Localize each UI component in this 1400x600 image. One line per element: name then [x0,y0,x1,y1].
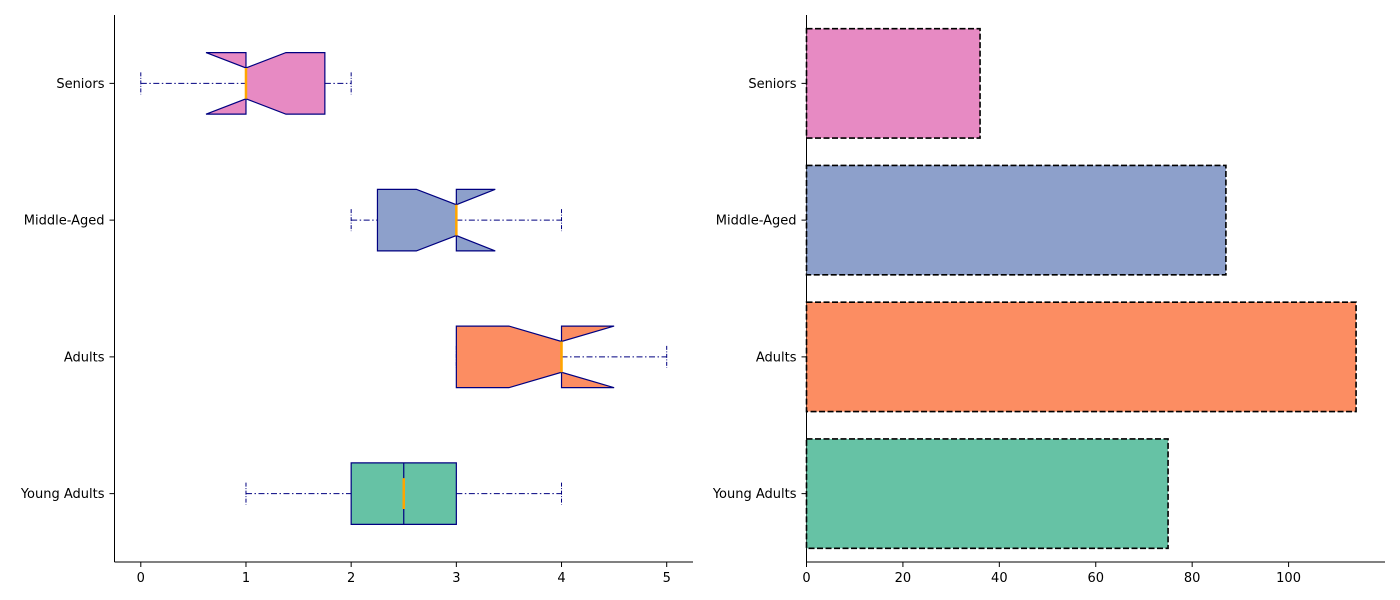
x-tick-label: 3 [452,571,460,586]
x-tick-label: 60 [1087,571,1104,586]
y-tick-label: Middle-Aged [24,214,105,229]
boxplot-chart: 0 1 2 3 4 5 Young Adults Adults Middle-Aged Senio… [20,15,693,586]
box-body [455,325,615,389]
bar-middle-aged: Middle-Aged [716,164,1227,276]
box-young-adults: Young Adults [20,462,563,525]
bar-seniors: Seniors [748,27,981,139]
x-tick-label: 80 [1184,571,1201,586]
x-tick-label: 0 [802,571,810,586]
bar-adults: Adults [756,301,1357,413]
bar [805,301,1357,413]
y-tick-label: Adults [756,350,797,365]
bar [805,164,1227,276]
x-tick-label: 40 [991,571,1008,586]
x-tick-label: 5 [663,571,671,586]
y-tick-label: Young Adults [712,487,797,502]
box-adults: Adults [64,325,668,389]
y-tick-label: Seniors [56,77,104,92]
bar-chart: 0 20 40 60 80 100 Young Adults Adults Middle-Age… [712,15,1385,586]
bar [805,438,1169,550]
x-tick-label: 1 [242,571,250,586]
box-middle-aged: Middle-Aged [24,188,563,252]
y-tick-label: Middle-Aged [716,214,797,229]
x-tick-label: 4 [557,571,565,586]
x-tick-label: 2 [347,571,355,586]
y-tick-label: Seniors [748,77,796,92]
bar-young-adults: Young Adults [712,438,1169,550]
x-tick-label: 100 [1276,571,1301,586]
box-body [205,52,326,115]
x-tick-label: 0 [137,571,145,586]
y-tick-label: Young Adults [20,487,105,502]
box-seniors: Seniors [56,52,352,115]
x-tick-label: 20 [895,571,912,586]
bar [805,27,981,139]
y-tick-label: Adults [64,350,105,365]
box-body [376,188,496,252]
